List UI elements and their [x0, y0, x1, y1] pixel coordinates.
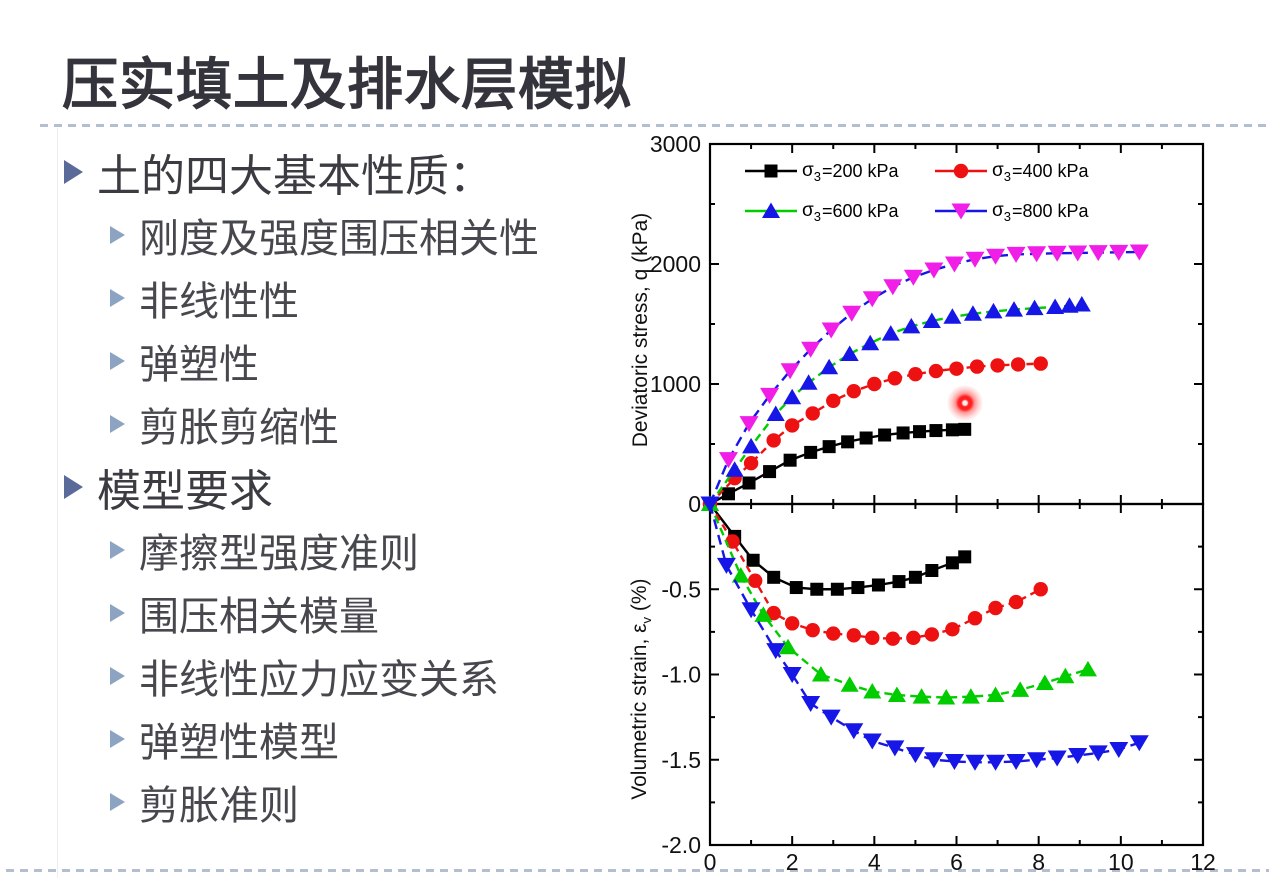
legend-row: σ 3 =200 kPa σ 3 =400 kPa	[744, 151, 1124, 191]
bullet-item-level2: 刚度及强度围压相关性	[64, 203, 639, 266]
bullet-item-level2: 围压相关模量	[64, 581, 639, 644]
series-600kPa	[701, 296, 1091, 511]
bullet-item-level2: 摩擦型强度准则	[64, 518, 639, 581]
series-200kPa	[703, 497, 972, 596]
series-200kPa	[703, 422, 972, 511]
svg-text:8: 8	[1032, 849, 1045, 875]
bullet-arrow-icon	[110, 540, 125, 559]
legend-item-200kPa: σ 3 =200 kPa	[744, 160, 934, 184]
bullet-arrow-icon	[110, 729, 125, 748]
title-divider-dashed-line	[40, 124, 1269, 127]
bullet-item-level2: 弹塑性模型	[64, 707, 639, 770]
bullet-text: 剪胀准则	[139, 782, 299, 828]
svg-text:12: 12	[1190, 849, 1216, 875]
legend-label: =400 kPa	[1011, 160, 1089, 181]
legend-row: σ 3 =600 kPa σ 3 =800 kPa	[744, 191, 1124, 231]
svg-text:0: 0	[688, 491, 701, 517]
svg-text:-1.0: -1.0	[661, 662, 701, 688]
legend-label: =600 kPa	[821, 200, 899, 221]
bullet-arrow-icon	[110, 666, 125, 685]
bullet-item-level1: 土的四大基本性质：	[64, 140, 639, 203]
legend-label: =200 kPa	[821, 160, 899, 181]
laser-pointer-dot	[947, 385, 983, 421]
legend-item-600kPa: σ 3 =600 kPa	[744, 200, 934, 224]
bullet-text: 弹塑性模型	[139, 719, 339, 765]
bullet-text: 土的四大基本性质：	[97, 151, 493, 201]
bullet-item-level2: 弹塑性	[64, 329, 639, 392]
y-axis-title-volumetric-strain: Volumetric strain, εv (%)	[627, 578, 655, 800]
series-400kPa	[702, 496, 1048, 646]
bullet-text: 弹塑性	[139, 341, 259, 387]
slide-left-edge-line	[57, 128, 58, 878]
bullet-text: 非线性性	[139, 278, 299, 324]
bullet-text: 剪胀剪缩性	[139, 404, 339, 450]
svg-text:2: 2	[786, 849, 799, 875]
chart-legend: σ 3 =200 kPa σ 3 =400 kPa σ 3 =600 kPa σ 3 =800 …	[744, 151, 1124, 231]
legend-label: =800 kPa	[1011, 200, 1089, 221]
legend-marker-icon-triangle-down	[935, 203, 987, 220]
bullet-item-level2: 剪胀剪缩性	[64, 392, 639, 455]
bullet-text: 围压相关模量	[139, 593, 379, 639]
svg-text:1000: 1000	[650, 371, 701, 397]
bullet-arrow-icon	[110, 225, 125, 244]
series-600kPa	[701, 495, 1097, 705]
bullet-arrow-icon	[110, 351, 125, 370]
svg-text:3000: 3000	[650, 131, 701, 157]
bullet-arrow-icon	[110, 792, 125, 811]
svg-text:-1.5: -1.5	[661, 747, 701, 773]
bullet-item-level2: 非线性应力应变关系	[64, 644, 639, 707]
bullet-list: 土的四大基本性质： 刚度及强度围压相关性 非线性性 弹塑性 剪胀剪缩性 模型要求…	[64, 140, 639, 833]
bottom-divider-dashed-line	[6, 869, 1269, 872]
bullet-arrow-icon	[110, 414, 125, 433]
svg-text:10: 10	[1108, 849, 1134, 875]
svg-text:6: 6	[950, 849, 963, 875]
bullet-item-level1: 模型要求	[64, 455, 639, 518]
bullet-item-level2: 剪胀准则	[64, 770, 639, 833]
bullet-arrow-icon	[110, 288, 125, 307]
y-axis-title-deviatoric-stress: Deviatoric stress, q (kPa)	[629, 212, 652, 448]
legend-marker-icon-square	[745, 164, 797, 178]
series-800kPa	[700, 244, 1149, 513]
legend-item-400kPa: σ 3 =400 kPa	[934, 160, 1124, 184]
bullet-item-level2: 非线性性	[64, 266, 639, 329]
volumetric-strain-chart: -0.5 -1.0 -1.5 -2.00 2 4 6 8 10 12	[661, 495, 1216, 875]
series-800kPa	[700, 496, 1149, 771]
bullet-text: 非线性应力应变关系	[139, 656, 499, 702]
slide-title: 压实填土及排水层模拟	[62, 55, 632, 117]
bullet-text: 刚度及强度围压相关性	[139, 215, 539, 261]
legend-item-800kPa: σ 3 =800 kPa	[934, 200, 1124, 224]
bullet-arrow-icon	[64, 159, 83, 184]
bullet-text: 模型要求	[97, 466, 273, 516]
bullet-arrow-icon	[64, 474, 83, 499]
deviatoric-stress-chart: 0 1000 2000 3000	[650, 131, 1205, 517]
legend-marker-icon-triangle-up	[745, 202, 797, 218]
svg-text:-0.5: -0.5	[661, 576, 701, 602]
svg-text:2000: 2000	[650, 251, 701, 277]
bullet-text: 摩擦型强度准则	[139, 530, 419, 576]
svg-text:4: 4	[868, 849, 881, 875]
svg-text:0: 0	[704, 849, 717, 875]
legend-marker-icon-circle	[935, 163, 987, 179]
svg-text:-2.0: -2.0	[661, 832, 701, 858]
series-400kPa	[702, 356, 1048, 512]
bullet-arrow-icon	[110, 603, 125, 622]
